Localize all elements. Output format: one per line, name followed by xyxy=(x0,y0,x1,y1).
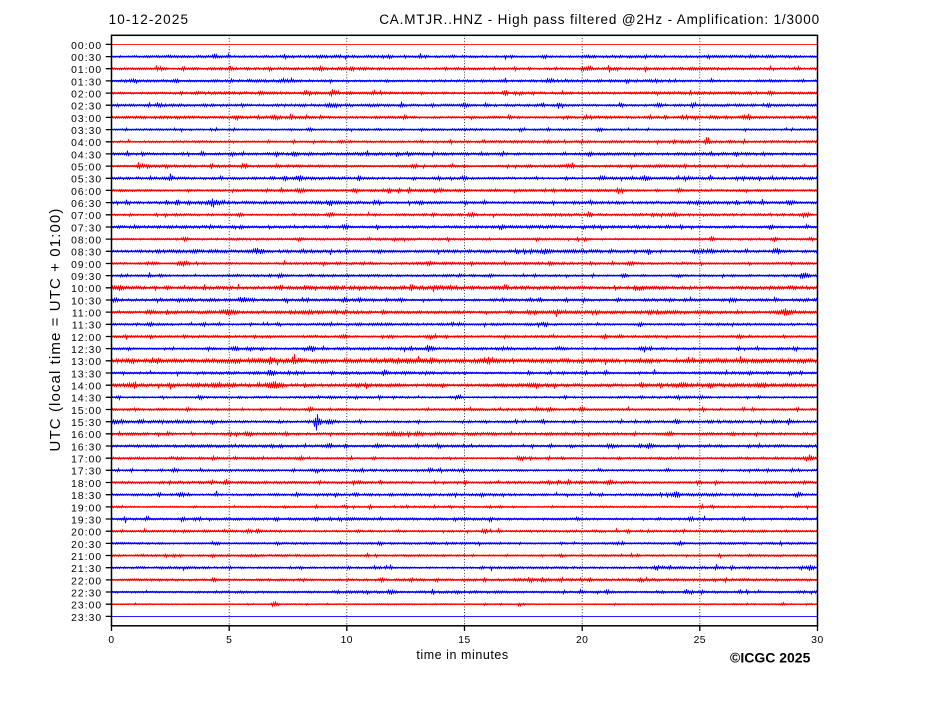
svg-text:20:00: 20:00 xyxy=(71,528,102,539)
svg-text:00:00: 00:00 xyxy=(71,41,102,52)
svg-text:03:30: 03:30 xyxy=(71,126,102,137)
svg-text:22:00: 22:00 xyxy=(71,576,102,587)
svg-text:14:30: 14:30 xyxy=(71,394,102,405)
svg-text:19:30: 19:30 xyxy=(71,515,102,526)
svg-text:03:00: 03:00 xyxy=(71,114,102,125)
svg-text:02:30: 02:30 xyxy=(71,102,102,113)
svg-text:21:00: 21:00 xyxy=(71,552,102,563)
svg-text:02:00: 02:00 xyxy=(71,90,102,101)
svg-text:23:00: 23:00 xyxy=(71,601,102,612)
svg-text:10:30: 10:30 xyxy=(71,296,102,307)
svg-text:11:00: 11:00 xyxy=(72,309,102,320)
svg-text:18:00: 18:00 xyxy=(71,479,102,490)
svg-text:06:00: 06:00 xyxy=(71,187,102,198)
svg-text:11:30: 11:30 xyxy=(72,321,102,332)
svg-text:23:30: 23:30 xyxy=(71,613,102,624)
svg-text:20:30: 20:30 xyxy=(71,540,102,551)
svg-text:15:00: 15:00 xyxy=(71,406,102,417)
svg-text:01:30: 01:30 xyxy=(71,77,102,88)
svg-text:00:30: 00:30 xyxy=(71,53,102,64)
svg-text:10: 10 xyxy=(341,635,353,646)
svg-text:12:30: 12:30 xyxy=(71,345,102,356)
svg-text:08:00: 08:00 xyxy=(71,236,102,247)
svg-text:19:00: 19:00 xyxy=(71,503,102,514)
svg-text:07:30: 07:30 xyxy=(71,223,102,234)
svg-text:09:00: 09:00 xyxy=(71,260,102,271)
svg-text:05:00: 05:00 xyxy=(71,163,102,174)
svg-text:CA.MTJR..HNZ - High pass filte: CA.MTJR..HNZ - High pass filtered @2Hz -… xyxy=(379,12,820,27)
svg-text:14:00: 14:00 xyxy=(71,382,102,393)
svg-text:20: 20 xyxy=(576,635,588,646)
svg-text:15:30: 15:30 xyxy=(71,418,102,429)
svg-text:06:30: 06:30 xyxy=(71,199,102,210)
svg-text:©ICGC 2025: ©ICGC 2025 xyxy=(730,650,811,666)
svg-text:5: 5 xyxy=(226,635,232,646)
svg-text:21:30: 21:30 xyxy=(71,564,102,575)
svg-text:10-12-2025: 10-12-2025 xyxy=(109,12,190,27)
svg-text:10:00: 10:00 xyxy=(71,284,102,295)
svg-text:13:00: 13:00 xyxy=(71,357,102,368)
svg-text:01:00: 01:00 xyxy=(71,65,102,76)
svg-text:08:30: 08:30 xyxy=(71,248,102,259)
svg-text:18:30: 18:30 xyxy=(71,491,102,502)
svg-text:25: 25 xyxy=(694,635,706,646)
svg-text:07:00: 07:00 xyxy=(71,211,102,222)
svg-text:04:00: 04:00 xyxy=(71,138,102,149)
svg-text:05:30: 05:30 xyxy=(71,175,102,186)
svg-text:09:30: 09:30 xyxy=(71,272,102,283)
svg-text:13:30: 13:30 xyxy=(71,369,102,380)
svg-text:12:00: 12:00 xyxy=(71,333,102,344)
svg-text:16:30: 16:30 xyxy=(71,442,102,453)
svg-text:30: 30 xyxy=(811,635,823,646)
svg-text:0: 0 xyxy=(108,635,114,646)
svg-text:15: 15 xyxy=(458,635,470,646)
svg-text:04:30: 04:30 xyxy=(71,150,102,161)
svg-text:17:00: 17:00 xyxy=(71,455,102,466)
svg-text:22:30: 22:30 xyxy=(71,588,102,599)
svg-text:time in minutes: time in minutes xyxy=(416,648,508,662)
svg-text:16:00: 16:00 xyxy=(71,430,102,441)
svg-text:UTC (local time = UTC + 01:00): UTC (local time = UTC + 01:00) xyxy=(47,208,64,452)
svg-text:17:30: 17:30 xyxy=(71,467,102,478)
